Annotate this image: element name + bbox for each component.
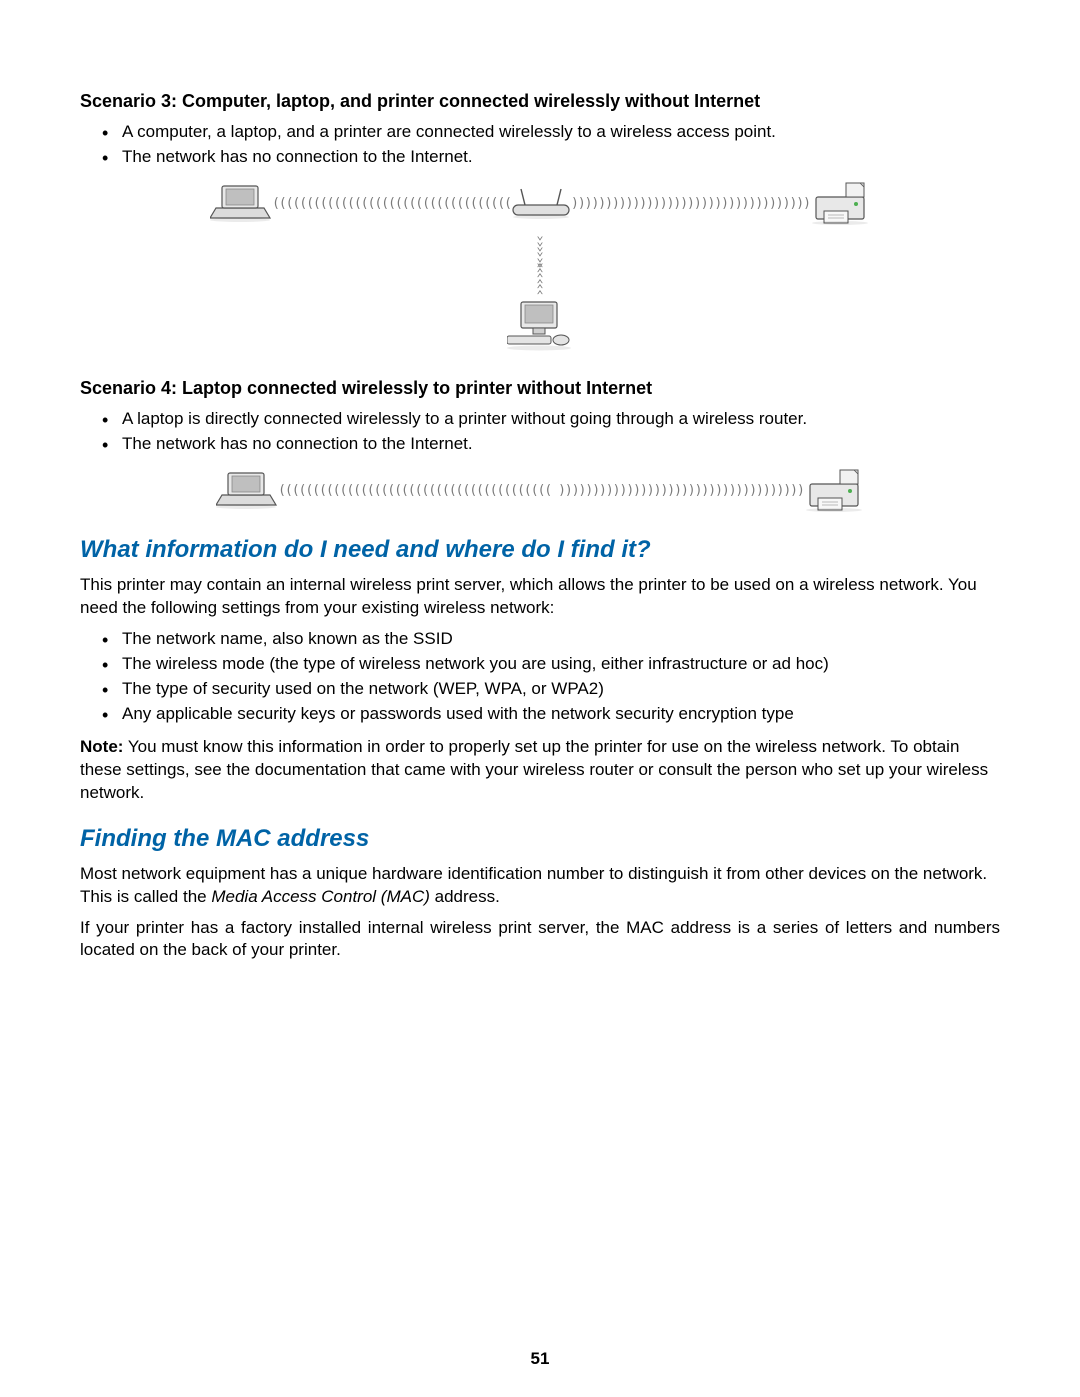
section-mac-para1: Most network equipment has a unique hard… — [80, 863, 1000, 909]
wireless-link: ((((((((((((((((((((((((((((((((((( — [272, 197, 511, 210]
section-mac-title: Finding the MAC address — [80, 825, 1000, 853]
printer-icon — [804, 466, 864, 514]
list-item: The wireless mode (the type of wireless … — [122, 653, 1000, 676]
wireless-link-vertical: ⌄⌄⌄⌄⌄⌄ ⌃⌃⌃⌃⌃⌃ — [80, 233, 1000, 298]
para-text: address. — [430, 887, 500, 906]
scenario4-diagram: ((((((((((((((((((((((((((((((((((((((((… — [80, 466, 1000, 516]
note-label: Note: — [80, 737, 123, 756]
note-text: You must know this information in order … — [80, 737, 988, 802]
desktop-icon — [507, 298, 573, 352]
list-item: Any applicable security keys or password… — [122, 703, 1000, 726]
list-item: The type of security used on the network… — [122, 678, 1000, 701]
section-info-title: What information do I need and where do … — [80, 536, 1000, 564]
scenario3-bullets: A computer, a laptop, and a printer are … — [80, 121, 1000, 169]
list-item: A laptop is directly connected wirelessl… — [122, 408, 1000, 431]
section-info-note: Note: You must know this information in … — [80, 736, 1000, 805]
page-number: 51 — [0, 1349, 1080, 1369]
section-info-bullets: The network name, also known as the SSID… — [80, 628, 1000, 726]
laptop-icon — [216, 469, 278, 511]
scenario4-heading: Scenario 4: Laptop connected wirelessly … — [80, 377, 1000, 400]
scenario4-bullets: A laptop is directly connected wirelessl… — [80, 408, 1000, 456]
printer-icon — [810, 179, 870, 227]
document-page: Scenario 3: Computer, laptop, and printe… — [0, 0, 1080, 1397]
laptop-icon — [210, 182, 272, 224]
para-italic: Media Access Control (MAC) — [211, 887, 430, 906]
list-item: The network has no connection to the Int… — [122, 146, 1000, 169]
list-item: The network has no connection to the Int… — [122, 433, 1000, 456]
list-item: A computer, a laptop, and a printer are … — [122, 121, 1000, 144]
section-info-intro: This printer may contain an internal wir… — [80, 574, 1000, 620]
wireless-link: ((((((((((((((((((((((((((((((((((((((((… — [278, 484, 804, 497]
router-icon — [511, 187, 571, 219]
scenario3-diagram: ((((((((((((((((((((((((((((((((((( ))))… — [80, 179, 1000, 357]
scenario3-heading: Scenario 3: Computer, laptop, and printe… — [80, 90, 1000, 113]
list-item: The network name, also known as the SSID — [122, 628, 1000, 651]
section-mac-para2: If your printer has a factory installed … — [80, 917, 1000, 963]
wireless-link: ))))))))))))))))))))))))))))))))))) — [571, 197, 810, 210]
